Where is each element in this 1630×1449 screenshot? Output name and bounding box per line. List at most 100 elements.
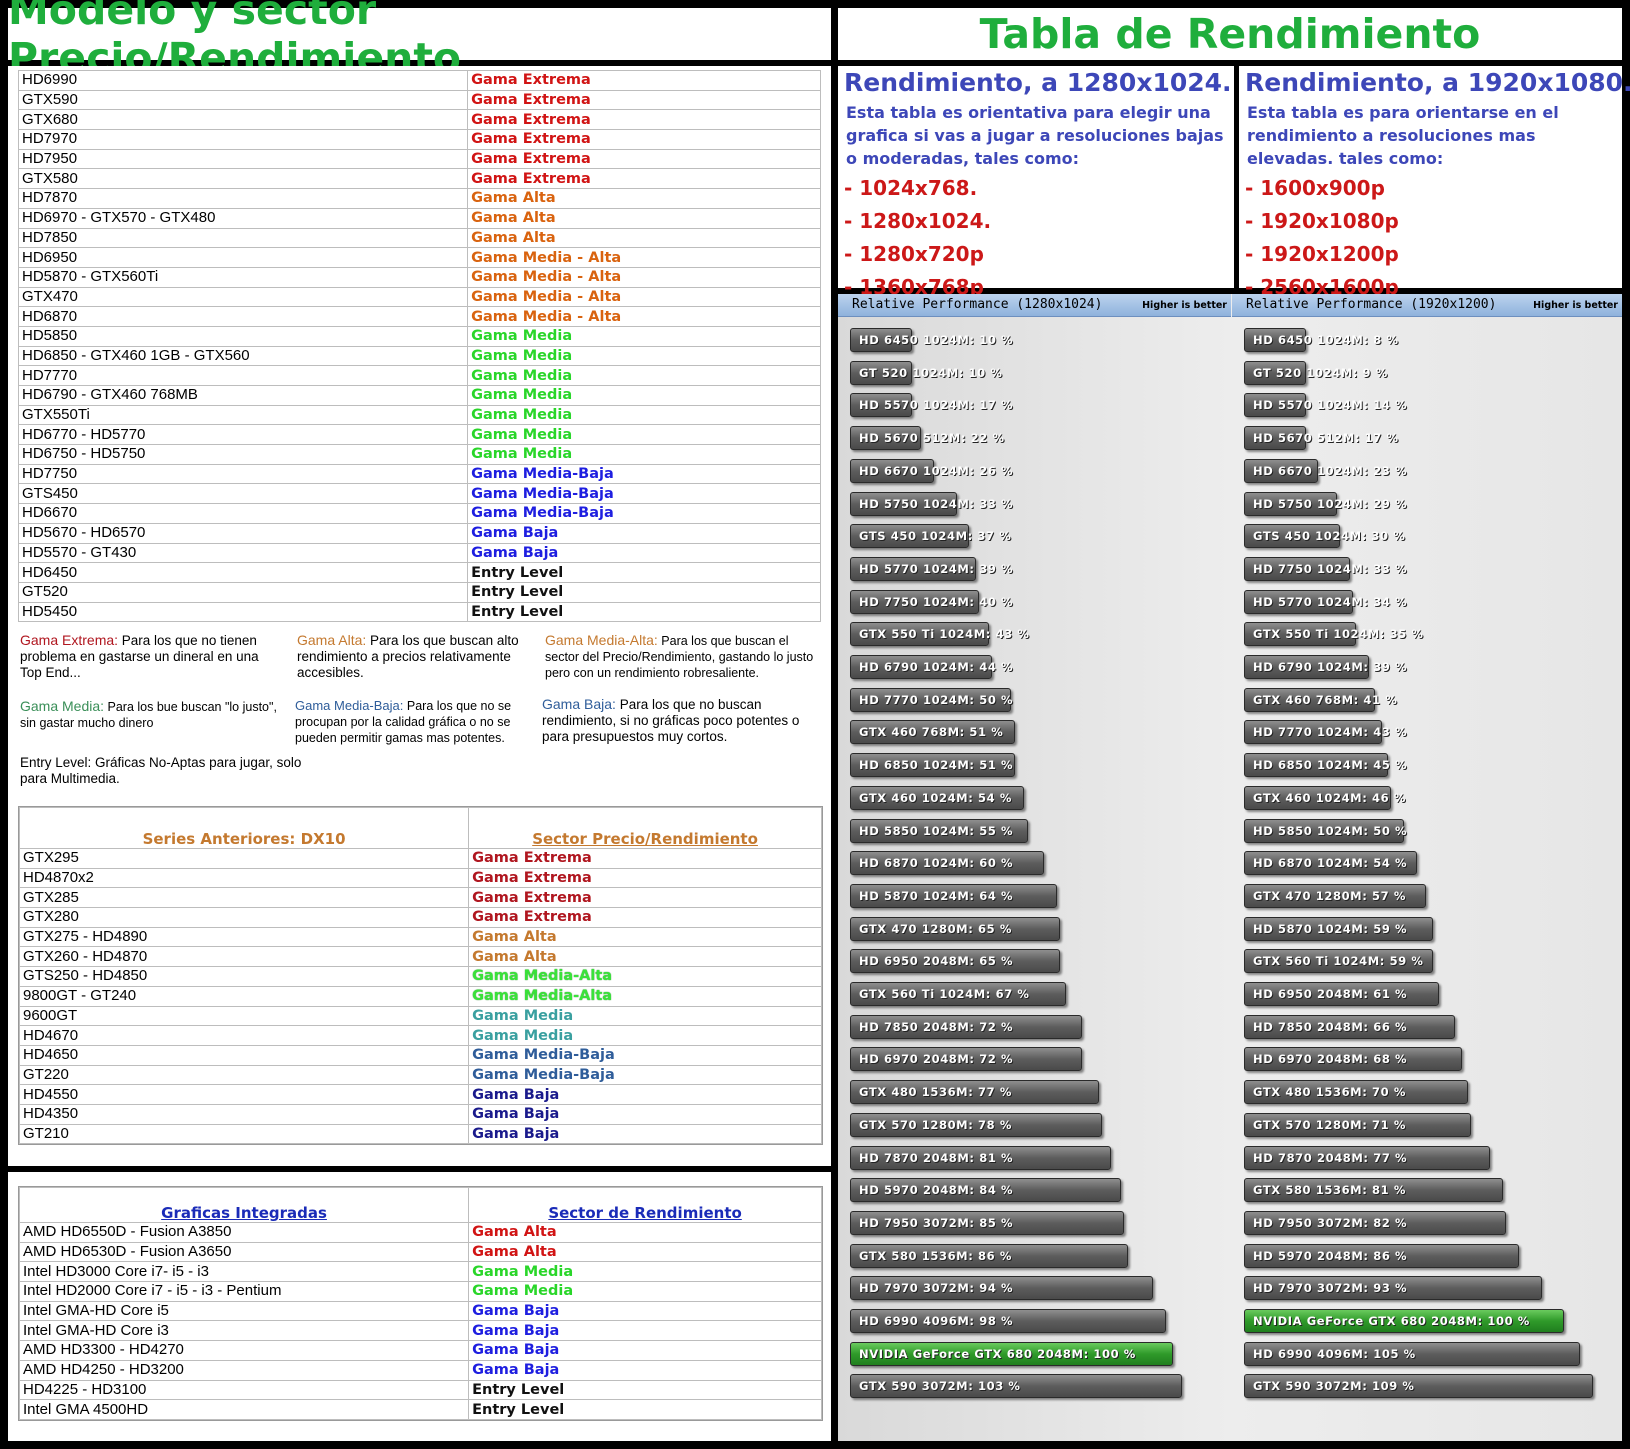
res-desc-1280: Esta tabla es orientativa para elegir un… xyxy=(846,103,1224,168)
res-box-1280: Rendimiento, a 1280x1024. Esta tabla es … xyxy=(838,66,1234,299)
bar-data-label: HD 5570 1024M: 14 % xyxy=(1253,398,1408,413)
chart-bar xyxy=(850,491,957,516)
bar-data-label: HD 7750 1024M: 33 % xyxy=(1253,561,1408,576)
res-item: - 1280x720p xyxy=(844,242,984,266)
bar-data-label: HD 7770 1024M: 50 % xyxy=(859,692,1014,707)
left-title-banner: Modelo y sector Precio/Rendimiento xyxy=(8,0,831,82)
old-gpu-row: 9800GT - GT240 Gama Media-Alta xyxy=(18,985,822,1007)
model-cell: GTS450 xyxy=(17,483,469,505)
tier-cell: Entry Level xyxy=(468,1379,822,1401)
integrated-header-left: Graficas Integradas xyxy=(18,1187,470,1223)
bar-data-label: HD 6670 1024M: 23 % xyxy=(1253,463,1408,478)
old-gpu-row: HD4350 Gama Baja xyxy=(18,1103,822,1125)
chart-bar xyxy=(1244,589,1353,614)
chart-bar xyxy=(850,622,989,647)
integrated-table: Graficas Integradas Sector de Rendimient… xyxy=(18,1187,822,1420)
gpu-row: HD6950 Gama Media - Alta xyxy=(17,247,821,268)
chart-bar xyxy=(850,1178,1122,1203)
bar-data-label: GTX 590 3072M: 109 % xyxy=(1253,1379,1415,1394)
legend-key-media-baja: Gama Media-Baja: xyxy=(295,698,404,713)
gpu-row: HD6450 Entry Level xyxy=(17,562,821,583)
bar-data-label: HD 6790 1024M: 39 % xyxy=(1253,660,1408,674)
bar-data-label: GTX 480 1536M: 70 % xyxy=(1253,1085,1406,1100)
bar-data-label: HD 6990 4096M: 98 % xyxy=(859,1314,1014,1328)
tier-cell: Gama Media-Baja xyxy=(467,503,821,524)
chart-bar xyxy=(1244,655,1369,679)
bar-data-label: HD 5670 512M: 22 % xyxy=(859,431,1005,446)
chart-bar xyxy=(1244,785,1392,810)
res-heading-1920: Rendimiento, a 1920x1080. xyxy=(1245,68,1630,97)
gpu-row: HD7770 Gama Media xyxy=(17,365,821,386)
chart-bar xyxy=(1244,949,1433,974)
tier-cell: Gama Baja xyxy=(468,1320,822,1342)
model-cell: 9600GT xyxy=(18,1005,470,1027)
bar-data-label: HD 5850 1024M: 50 % xyxy=(1253,823,1408,838)
chart-bar xyxy=(1244,458,1318,483)
gpu-row: HD5850 Gama Media xyxy=(17,325,821,347)
legend-text-baja: Para los que no buscan rendimiento, si n… xyxy=(542,697,800,744)
chart-bar xyxy=(1244,818,1404,843)
chart-bar xyxy=(1244,622,1356,647)
model-cell: HD6790 - GTX460 768MB xyxy=(17,385,469,406)
chart-header-1920: Relative Performance (1920x1200) Higher … xyxy=(1232,294,1622,317)
chart-bar xyxy=(850,916,1060,941)
chart-bar xyxy=(850,589,980,614)
legend-entry: Entry Level: Gráficas No-Aptas para juga… xyxy=(20,755,310,787)
model-cell: Intel HD3000 Core i7- i5 - i3 xyxy=(18,1261,470,1283)
res-item: - 1024x768. xyxy=(844,176,978,200)
tier-cell: Gama Baja xyxy=(468,1340,822,1361)
tier-cell: Gama Alta xyxy=(468,946,822,968)
chart-bar xyxy=(850,1374,1183,1399)
old-gpu-row: HD4550 Gama Baja xyxy=(18,1084,822,1105)
bar-data-label: HD 6670 1024M: 26 % xyxy=(859,463,1014,478)
chart-bar xyxy=(1244,1145,1491,1170)
bar-data-label: HD 6950 2048M: 61 % xyxy=(1253,987,1408,1001)
integrated-row: Intel GMA-HD Core i3 Gama Baja xyxy=(18,1320,822,1342)
model-cell: HD6850 - GTX460 1GB - GTX560 xyxy=(17,345,469,367)
bar-data-label: HD 5750 1024M: 29 % xyxy=(1253,496,1408,511)
integrated-wrap: Graficas Integradas Sector de Rendimient… xyxy=(18,1186,823,1421)
bar-data-label: GTX 580 1536M: 86 % xyxy=(859,1248,1012,1263)
main-table: HD6990 Gama Extrema GTX590 Gama Extrema GTX6… xyxy=(17,70,821,623)
model-cell: HD4350 xyxy=(18,1103,470,1125)
res-list-1920: - 1600x900p - 1920x1080p - 1920x1200p - … xyxy=(1245,174,1616,302)
chart-bar xyxy=(1244,328,1306,352)
chart-bar xyxy=(1244,1374,1593,1399)
chart-bar xyxy=(850,360,912,385)
tier-cell: Gama Alta xyxy=(467,188,821,209)
bar-data-label: GTX 550 Ti 1024M: 43 % xyxy=(859,627,1030,642)
chart-header-1280: Relative Performance (1280x1024) Higher … xyxy=(838,294,1231,317)
bar-data-label: HD 6950 2048M: 65 % xyxy=(859,954,1014,969)
model-cell: AMD HD6550D - Fusion A3850 xyxy=(18,1222,470,1243)
model-cell: HD4670 xyxy=(18,1025,470,1046)
chart-bar xyxy=(850,687,1012,712)
gpu-row: HD7950 Gama Extrema xyxy=(17,148,821,170)
legend-alta: Gama Alta: Para los que buscan alto rend… xyxy=(297,632,542,681)
tier-cell: Gama Media xyxy=(467,345,821,367)
old-gpu-row: GTX280 Gama Extrema xyxy=(18,907,822,928)
model-cell: GT220 xyxy=(18,1064,470,1086)
chart-bar xyxy=(850,818,1028,843)
bar-data-label: GTX 460 1024M: 54 % xyxy=(859,790,1012,805)
tier-cell: Gama Media-Alta xyxy=(468,985,822,1007)
chart-bar xyxy=(1244,1047,1462,1072)
old-gpu-row: GTX260 - HD4870 Gama Alta xyxy=(18,946,822,968)
tier-cell: Gama Media - Alta xyxy=(467,306,821,327)
integrated-header-right: Sector de Rendimiento xyxy=(468,1187,822,1223)
integrated-row: AMD HD3300 - HD4270 Gama Baja xyxy=(18,1340,822,1361)
model-cell: Intel HD2000 Core i7 - i5 - i3 - Pentium xyxy=(18,1281,470,1302)
tier-cell: Gama Baja xyxy=(467,542,821,564)
legend-extrema: Gama Extrema: Para los que no tienen pro… xyxy=(20,632,282,681)
chart-bar xyxy=(850,1210,1125,1235)
integrated-row: Intel GMA-HD Core i5 Gama Baja xyxy=(18,1300,822,1322)
bar-data-label: NVIDIA GeForce GTX 680 2048M: 100 % xyxy=(1253,1314,1530,1328)
chart-bar xyxy=(850,883,1057,908)
chart-bar xyxy=(850,949,1060,974)
bar-data-label: HD 6870 1024M: 54 % xyxy=(1253,856,1408,871)
chart-bar xyxy=(1244,1276,1542,1301)
chart-bar xyxy=(1244,1112,1472,1137)
tier-cell: Entry Level xyxy=(467,581,821,603)
model-cell: HD7850 xyxy=(17,227,469,249)
bar-data-label: HD 5970 2048M: 84 % xyxy=(859,1183,1014,1198)
gpu-row: GTS450 Gama Media-Baja xyxy=(17,483,821,505)
